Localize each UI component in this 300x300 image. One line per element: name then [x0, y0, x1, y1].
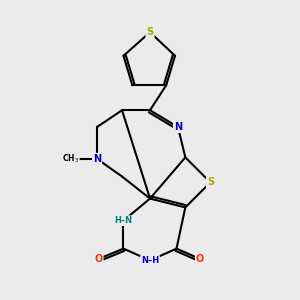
- Text: O: O: [94, 254, 103, 264]
- Text: S: S: [207, 177, 214, 188]
- Text: N: N: [174, 122, 182, 132]
- Text: S: S: [146, 27, 154, 37]
- Text: O: O: [196, 254, 204, 264]
- Text: N–H: N–H: [141, 256, 159, 265]
- Text: CH$_3$: CH$_3$: [62, 153, 79, 165]
- Text: H–N: H–N: [114, 216, 133, 225]
- Text: N: N: [93, 154, 101, 164]
